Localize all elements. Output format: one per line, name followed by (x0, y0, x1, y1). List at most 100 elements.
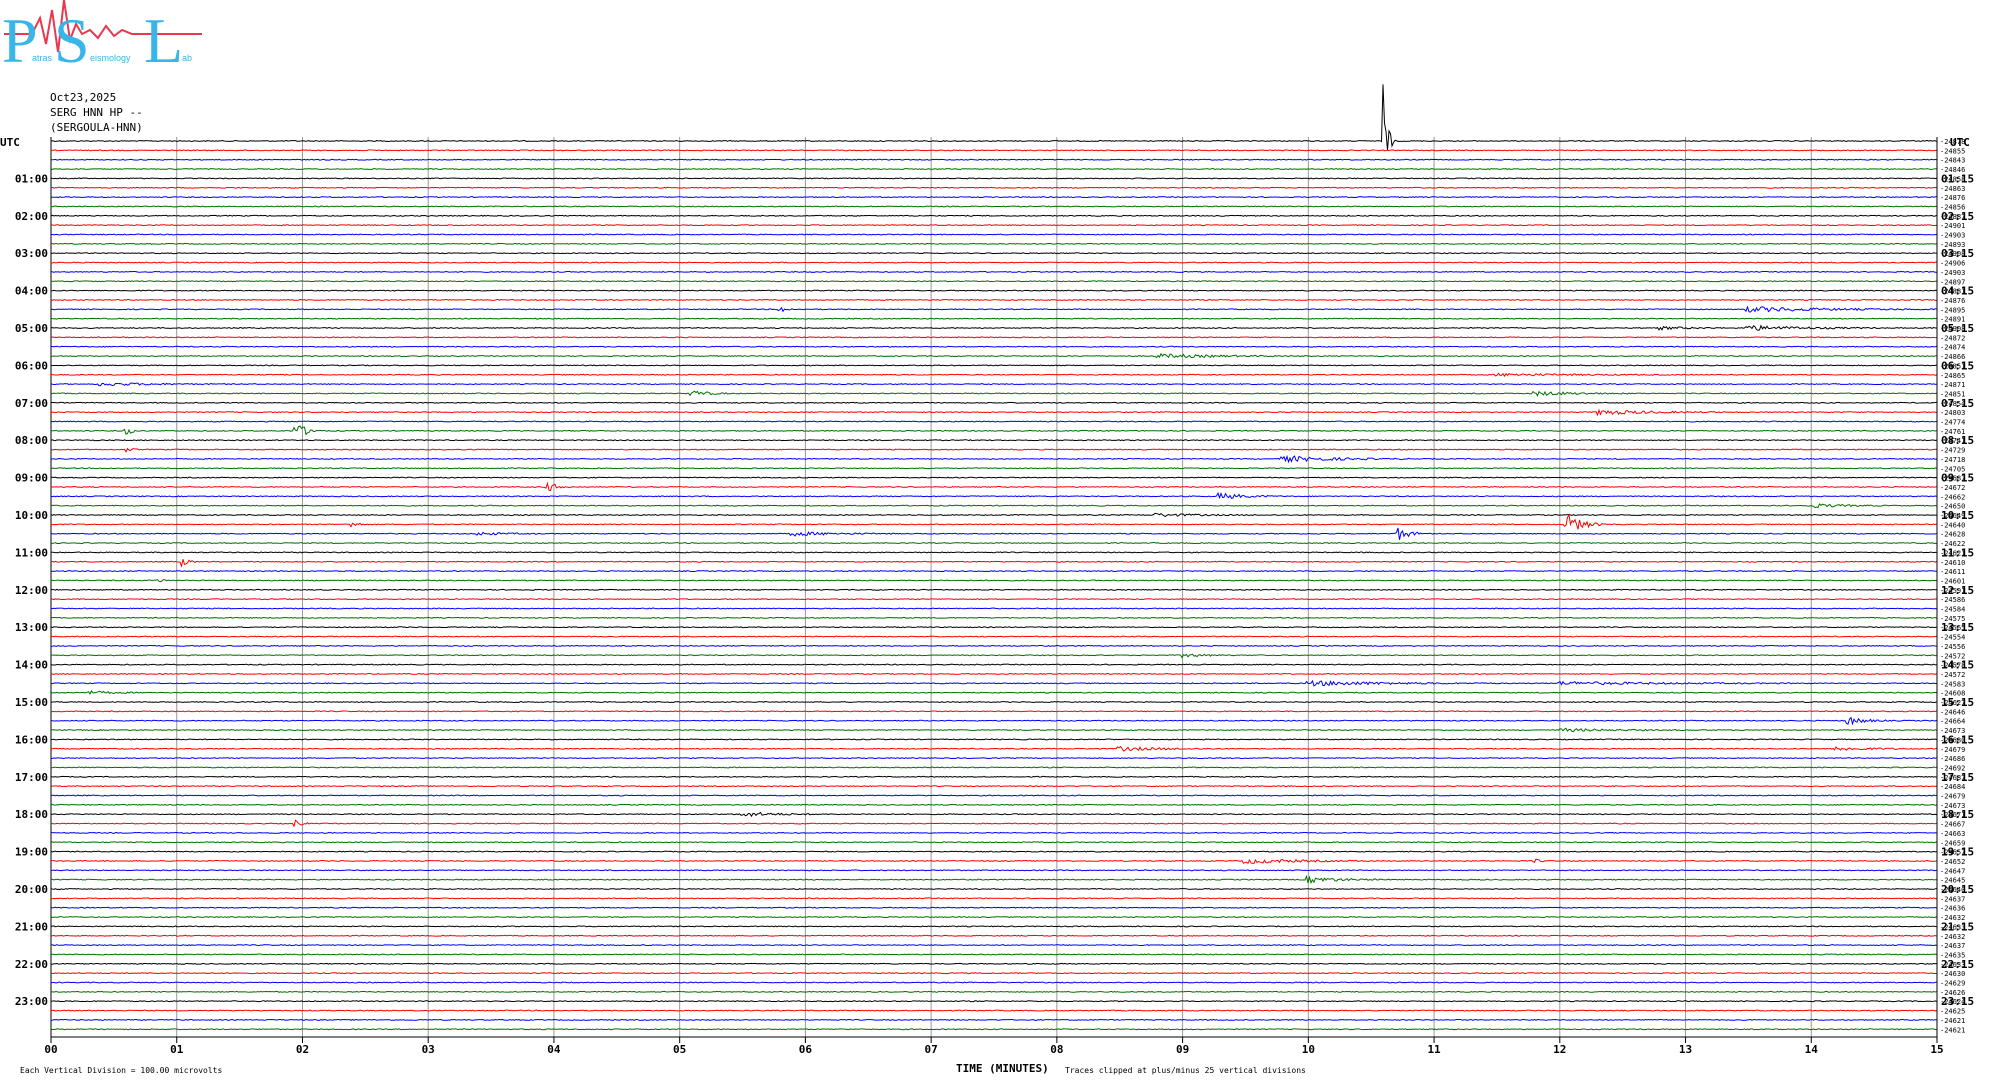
trace-line-18 (50, 305, 1937, 313)
trace-offset-label: -24908 (1940, 325, 1965, 333)
trace-line-17 (50, 298, 1937, 301)
hour-label-left: 09:00 (15, 472, 48, 485)
x-tick-label: 12 (1553, 1043, 1566, 1056)
trace-offset-label: -24626 (1940, 989, 1965, 997)
trace-offset-label: -24893 (1940, 241, 1965, 249)
trace-line-88 (50, 962, 1937, 965)
trace-offset-label: -24901 (1940, 222, 1965, 230)
trace-line-65 (50, 745, 1937, 752)
trace-line-5 (50, 186, 1937, 189)
trace-offset-label: -24872 (1940, 334, 1965, 342)
trace-offset-label: -24621 (1940, 1017, 1965, 1025)
trace-offset-label: -24906 (1940, 260, 1965, 268)
trace-offset-label: -24565 (1940, 624, 1965, 632)
trace-line-77 (50, 858, 1937, 865)
hour-label-right: 23:15 (1941, 995, 1974, 1008)
header-station: SERG HNN HP -- (50, 106, 143, 119)
trace-offset-label: -24878 (1940, 138, 1965, 146)
trace-offset-label: -24684 (1940, 783, 1965, 791)
trace-line-90 (50, 981, 1937, 984)
trace-offset-label: -24629 (1940, 980, 1965, 988)
hour-label-right: 14:15 (1941, 659, 1974, 672)
trace-offset-label: -24635 (1940, 951, 1965, 959)
trace-line-58 (50, 679, 1937, 687)
psl-logo: P S L atras eismology ab (2, 0, 202, 76)
hour-label-right: 07:15 (1941, 397, 1974, 410)
hour-label-right: 09:15 (1941, 472, 1974, 485)
trace-line-39 (50, 503, 1937, 509)
trace-line-24 (50, 364, 1937, 367)
trace-offset-label: -24575 (1940, 615, 1965, 623)
trace-line-53 (50, 635, 1937, 638)
trace-offset-label: -24871 (1940, 381, 1965, 389)
trace-offset-label: -24866 (1940, 353, 1965, 361)
trace-offset-label: -24679 (1940, 793, 1965, 801)
trace-offset-label: -24856 (1940, 203, 1965, 211)
x-tick-label: 04 (547, 1043, 561, 1056)
trace-line-43 (50, 542, 1937, 545)
trace-line-4 (50, 177, 1937, 180)
trace-line-76 (50, 850, 1937, 853)
trace-line-75 (50, 841, 1937, 844)
trace-offset-label: -24652 (1940, 858, 1965, 866)
x-tick-label: 05 (673, 1043, 686, 1056)
trace-offset-label: -24630 (1940, 970, 1965, 978)
trace-offset-label: -24687 (1940, 774, 1965, 782)
trace-line-0 (50, 84, 1937, 151)
hour-label-left: 20:00 (15, 883, 48, 896)
hour-label-left: 14:00 (15, 659, 48, 672)
trace-line-30 (50, 420, 1937, 423)
hour-label-right: 01:15 (1941, 172, 1974, 185)
hour-label-left: 18:00 (15, 808, 48, 821)
trace-line-63 (50, 727, 1937, 733)
trace-offset-label: -24664 (1940, 718, 1965, 726)
trace-line-6 (50, 196, 1937, 199)
trace-offset-label: -24636 (1940, 905, 1965, 913)
trace-offset-label: -24908 (1940, 250, 1965, 258)
hour-label-left: 16:00 (15, 733, 48, 746)
hour-label-right: 02:15 (1941, 210, 1974, 223)
trace-line-74 (50, 831, 1937, 834)
trace-offset-label: -24572 (1940, 652, 1965, 660)
trace-offset-label: -24891 (1940, 316, 1965, 324)
trace-line-7 (50, 205, 1937, 208)
hour-label-left: 07:00 (15, 397, 48, 410)
logo-wave (4, 0, 202, 53)
trace-offset-label: -24556 (1940, 643, 1965, 651)
trace-offset-label: -24608 (1940, 690, 1965, 698)
trace-offset-label: -24672 (1940, 484, 1965, 492)
hour-label-left: 15:00 (15, 696, 48, 709)
trace-line-92 (50, 1000, 1937, 1003)
trace-offset-label: -24903 (1940, 232, 1965, 240)
logo-sub-mid: eismology (90, 53, 131, 63)
trace-line-31 (50, 425, 1937, 436)
trace-offset-label: -24846 (1940, 166, 1965, 174)
hour-label-right: 17:15 (1941, 771, 1974, 784)
trace-offset-label: -24692 (1940, 764, 1965, 772)
hour-label-right: 11:15 (1941, 546, 1974, 559)
hour-label-left: 02:00 (15, 210, 48, 223)
hour-label-right: 20:15 (1941, 883, 1974, 896)
trace-line-48 (50, 588, 1937, 591)
trace-line-61 (50, 710, 1937, 713)
trace-line-62 (50, 716, 1937, 726)
trace-offset-label: -24903 (1940, 269, 1965, 277)
hour-label-right: 18:15 (1941, 808, 1974, 821)
trace-line-1 (50, 149, 1937, 152)
trace-line-33 (50, 447, 1937, 453)
trace-offset-label: -24659 (1940, 839, 1965, 847)
x-axis-title: TIME (MINUTES) (956, 1062, 1049, 1075)
trace-offset-label: -24625 (1940, 1008, 1965, 1016)
trace-line-55 (50, 653, 1937, 659)
trace-line-93 (50, 1009, 1937, 1012)
trace-line-41 (50, 513, 1937, 530)
trace-line-87 (50, 953, 1937, 956)
hour-label-right: 15:15 (1941, 696, 1974, 709)
header-date: Oct23,2025 (50, 91, 116, 104)
scale-note: Each Vertical Division = 100.00 microvol… (20, 1066, 222, 1075)
trace-line-36 (50, 476, 1937, 479)
hour-label-right: 04:15 (1941, 285, 1974, 298)
trace-line-2 (50, 158, 1937, 161)
trace-line-13 (50, 261, 1937, 264)
